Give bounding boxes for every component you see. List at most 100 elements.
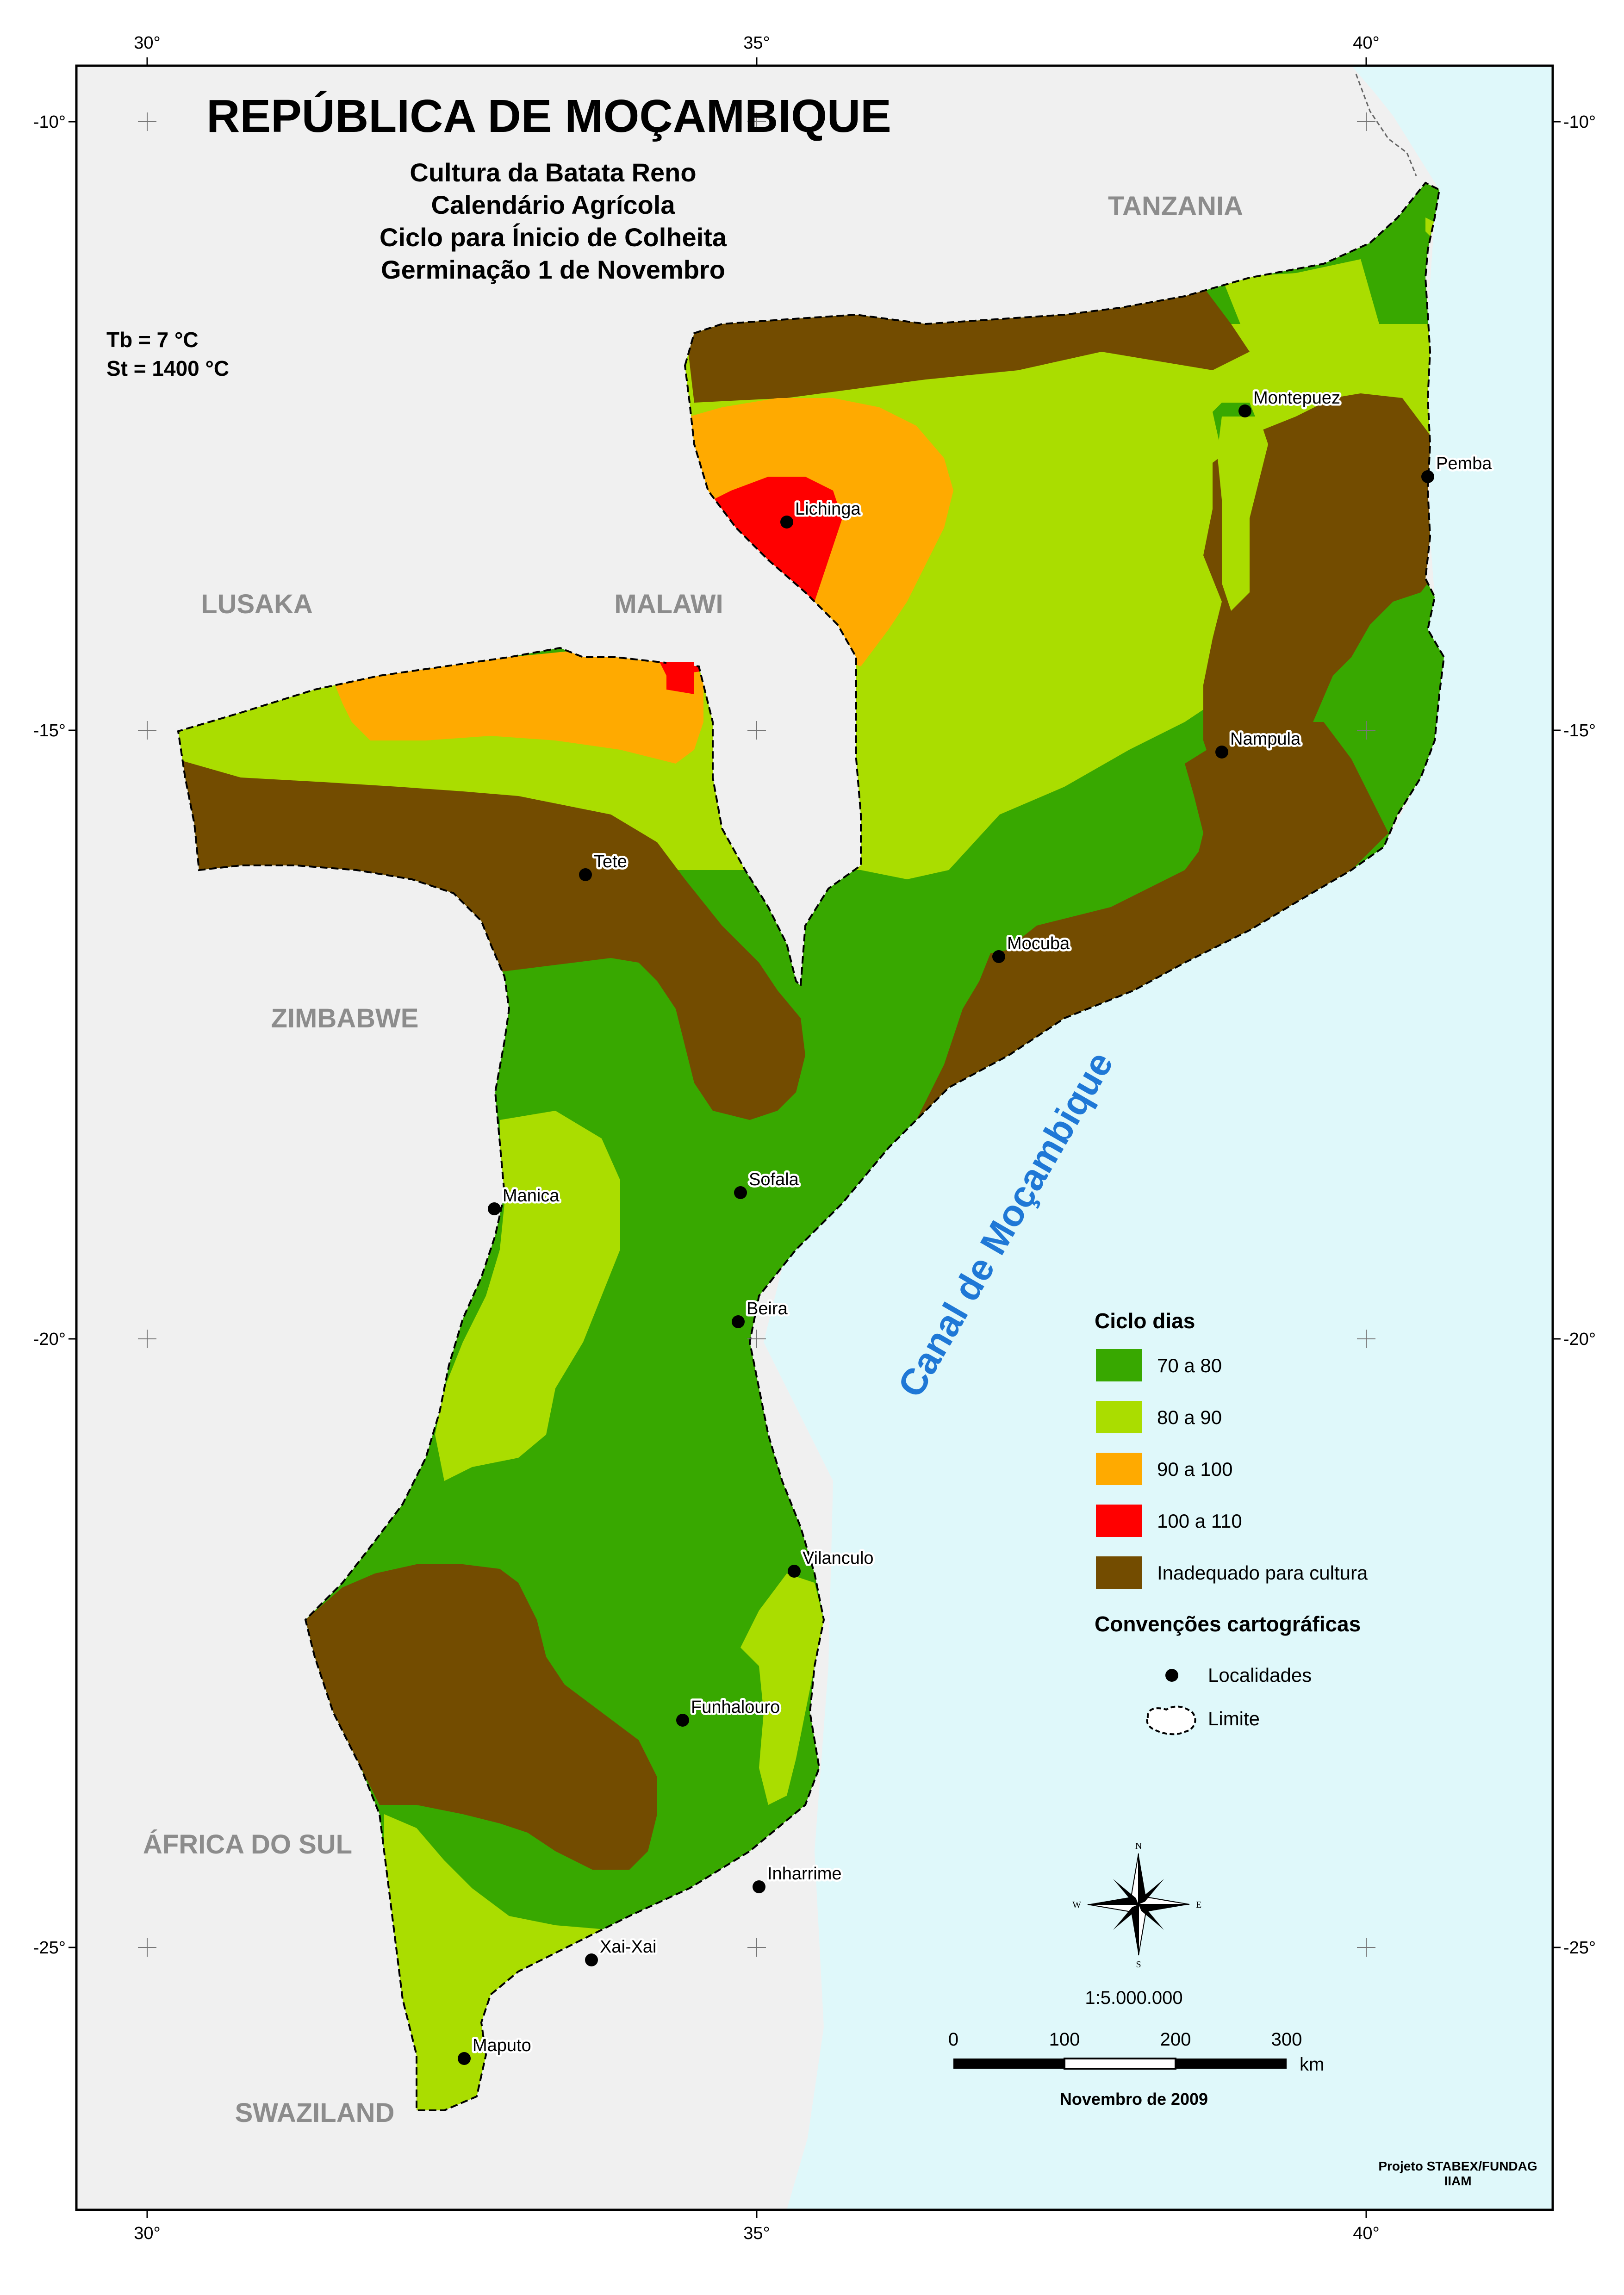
graticule-cross (138, 1330, 156, 1348)
zone-80-90-montepuez (1217, 417, 1268, 611)
conventions-limit: Limite (1208, 1708, 1260, 1729)
locality-label: Sofala (749, 1170, 799, 1189)
zone-80-90-inhambane (740, 1574, 824, 1805)
lat-label-right: -10° (1563, 112, 1596, 132)
graticule-cross (138, 1938, 156, 1957)
scale-segment-3 (1176, 2059, 1287, 2069)
locality-label: Pemba (1436, 454, 1492, 473)
country-label: ÁFRICA DO SUL (143, 1829, 352, 1860)
scale-ticks: 0 100 200 300 (948, 2029, 1302, 2050)
country-label: TANZANIA (1108, 191, 1243, 221)
lon-label-top: 30° (134, 33, 160, 53)
map-date: Novembro de 2009 (1060, 2090, 1208, 2108)
credits-line-1: Projeto STABEX/FUNDAG (1378, 2159, 1537, 2173)
zone-90-100-tete (333, 648, 703, 764)
locality-dot (579, 868, 592, 881)
scale-ratio: 1:5.000.000 (1085, 1988, 1182, 2008)
tanzania-coastline (1355, 74, 1417, 176)
country-labels: TANZANIA LUSAKA MALAWI ZIMBABWE ÁFRICA DO SU… (143, 191, 1243, 2128)
localities-layer: Montepuez Pemba Lichinga Nampula Tete Mocuba M… (458, 386, 1494, 2065)
graticule-cross (138, 721, 156, 740)
locality-label: Vilanculo (803, 1549, 874, 1568)
thermal-sum: St = 1400 °C (106, 356, 229, 380)
lat-label-left: -10° (33, 112, 66, 132)
scale-unit: km (1300, 2054, 1324, 2075)
locality-dot (788, 1565, 801, 1578)
subtitle-line-4: Germinação 1 de Novembro (381, 255, 725, 284)
zone-unsuitable-gaza (305, 1564, 657, 1870)
locality-dot (676, 1714, 689, 1727)
lon-label-bottom: 35° (743, 2224, 770, 2243)
map-frame (75, 64, 1554, 2211)
compass-w: W (1072, 1900, 1081, 1910)
locality-dot (458, 2052, 471, 2065)
legend-swatch (1096, 1349, 1142, 1381)
country-label: LUSAKA (201, 589, 313, 619)
locality-label: Funhalouro (691, 1698, 780, 1717)
locality-dot (1215, 746, 1228, 759)
lat-label-left: -20° (33, 1330, 66, 1349)
locality-dot (585, 1953, 598, 1966)
country-label: MALAWI (614, 589, 723, 619)
map-title: REPÚBLICA DE MOÇAMBIQUE (206, 90, 891, 142)
locality-dot (732, 1315, 745, 1328)
graticule-cross (747, 112, 766, 131)
locality-label: Lichinga (795, 499, 861, 519)
subtitle-line-1: Cultura da Batata Reno (410, 158, 696, 187)
lon-label-top: 35° (743, 33, 770, 53)
compass-e: E (1196, 1900, 1201, 1910)
locality-label: Beira (747, 1299, 788, 1319)
locality-dot (780, 516, 793, 529)
lon-label-bottom: 30° (134, 2224, 160, 2243)
legend-items: 70 a 80 80 a 90 90 a 100 100 a 110 Inadequad… (1096, 1349, 1368, 1589)
locality-symbol (1165, 1669, 1178, 1682)
locality-dot (734, 1186, 747, 1199)
scale-tick-label: 300 (1271, 2029, 1302, 2050)
zone-unsuitable-zambezia (870, 722, 1388, 1203)
legend-label: 90 a 100 (1157, 1458, 1233, 1480)
locality-label: Montepuez (1253, 388, 1340, 408)
country-label: SWAZILAND (235, 2098, 395, 2128)
compass-s: S (1136, 1959, 1141, 1970)
scale-tick-label: 100 (1049, 2029, 1080, 2050)
country-label: ZIMBABWE (271, 1003, 419, 1033)
locality-label: Tete (594, 852, 627, 871)
legend-label: 100 a 110 (1157, 1510, 1242, 1532)
compass-n: N (1135, 1841, 1142, 1851)
scale-segment-2 (1064, 2058, 1176, 2070)
small-red-patch (666, 662, 694, 694)
graticule-cross (747, 1938, 766, 1957)
legend-title: Ciclo dias (1095, 1309, 1195, 1333)
locality-dot (753, 1880, 765, 1893)
limit-symbol (1146, 1705, 1196, 1735)
graticule-cross (747, 1330, 766, 1348)
graticule-cross (747, 721, 766, 740)
graticule-cross (1357, 1938, 1375, 1957)
locality-label: Inharrime (767, 1864, 842, 1884)
legend-label: 70 a 80 (1157, 1355, 1222, 1376)
legend-swatch (1096, 1505, 1142, 1537)
legend-label: Inadequado para cultura (1157, 1562, 1368, 1584)
zone-unsuitable-tete (178, 759, 805, 1120)
legend-swatch (1096, 1401, 1142, 1433)
graticule-cross (1357, 112, 1375, 131)
lat-label-left: -15° (33, 721, 66, 740)
compass-rose: N S E W (1072, 1841, 1201, 1970)
lat-label-right: -25° (1563, 1938, 1596, 1958)
conventions-title: Convenções cartográficas (1095, 1612, 1361, 1636)
lon-label-top: 40° (1353, 33, 1379, 53)
base-temperature: Tb = 7 °C (106, 328, 199, 352)
lat-label-right: -15° (1563, 721, 1596, 740)
locality-dot (1238, 404, 1251, 417)
scale-tick-label: 200 (1160, 2029, 1191, 2050)
graticule-cross (138, 112, 156, 131)
subtitle-line-2: Calendário Agrícola (431, 190, 676, 219)
lat-label-right: -20° (1563, 1330, 1596, 1349)
ocean (764, 66, 1553, 2210)
locality-label: Maputo (473, 2036, 531, 2055)
zone-100-110-lichinga (694, 477, 842, 620)
graticule: 30° 30° 35° 35° 40° 40° -10° -10° -15° -15° -20° -2… (33, 33, 1596, 2243)
legend-swatch (1096, 1453, 1142, 1485)
legend-swatch (1096, 1556, 1142, 1589)
